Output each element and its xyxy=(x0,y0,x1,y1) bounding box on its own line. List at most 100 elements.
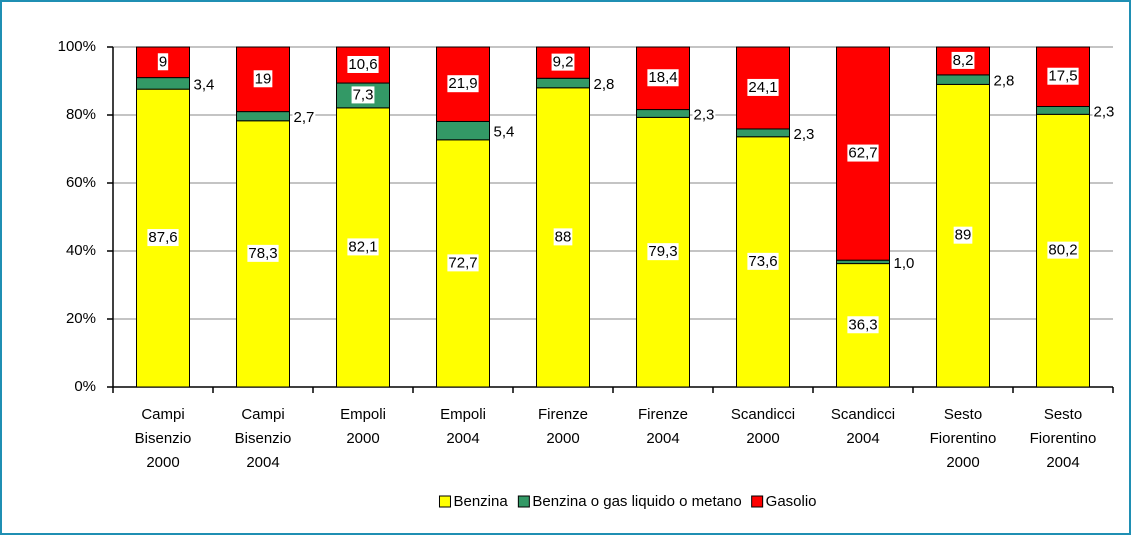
legend-label: Benzina o gas liquido o metano xyxy=(532,493,741,510)
y-tick-label: 60% xyxy=(66,174,96,191)
value-label: 5,4 xyxy=(494,124,515,141)
value-label-bg xyxy=(553,228,573,246)
legend-swatch xyxy=(751,495,764,508)
value-label: 17,5 xyxy=(1048,68,1077,85)
value-label-bg xyxy=(147,229,179,247)
value-label: 36,3 xyxy=(848,316,877,333)
x-tick-label: Scandicci xyxy=(731,406,795,423)
x-tick-label: Bisenzio xyxy=(235,430,292,447)
value-label-bg xyxy=(347,238,379,256)
value-label: 2,3 xyxy=(694,106,715,123)
value-label: 78,3 xyxy=(248,245,277,262)
x-tick-label: Firenze xyxy=(638,406,688,423)
value-label: 2,3 xyxy=(1094,103,1115,120)
value-label-bg xyxy=(953,226,973,244)
x-tick-label: Sesto xyxy=(944,406,982,423)
bar-segment xyxy=(136,77,190,90)
value-label-bg xyxy=(592,76,616,94)
value-label-bg xyxy=(292,109,316,127)
value-label: 89 xyxy=(955,227,972,244)
x-tick-label: 2000 xyxy=(746,430,779,447)
value-label: 88 xyxy=(555,228,572,245)
bar-segment xyxy=(736,128,790,138)
value-label-bg xyxy=(247,244,279,262)
value-label: 19 xyxy=(255,70,272,87)
value-label: 2,3 xyxy=(794,126,815,143)
value-label: 79,3 xyxy=(648,243,677,260)
bar-segment xyxy=(1036,106,1090,115)
value-label: 9 xyxy=(159,53,167,70)
bar-segment xyxy=(236,111,290,122)
value-label-bg xyxy=(347,55,379,73)
value-label: 7,3 xyxy=(353,86,374,103)
value-label: 3,4 xyxy=(194,76,215,93)
x-tick-label: Fiorentino xyxy=(1030,430,1097,447)
value-label: 87,6 xyxy=(148,229,177,246)
value-label: 2,8 xyxy=(594,76,615,93)
value-label-bg xyxy=(792,125,816,143)
x-tick-label: Scandicci xyxy=(831,406,895,423)
x-tick-label: Empoli xyxy=(340,406,386,423)
x-tick-label: Empoli xyxy=(440,406,486,423)
value-label: 62,7 xyxy=(848,145,877,162)
value-label: 73,6 xyxy=(748,253,777,270)
x-tick-label: 2004 xyxy=(646,430,679,447)
x-tick-label: 2004 xyxy=(246,454,279,471)
legend-label: Benzina xyxy=(453,493,508,510)
value-label: 82,1 xyxy=(348,238,377,255)
y-tick-label: 0% xyxy=(74,378,96,395)
value-label-bg xyxy=(1047,241,1079,259)
value-label-bg xyxy=(253,70,273,88)
value-label-bg xyxy=(692,106,716,124)
x-tick-label: Sesto xyxy=(1044,406,1082,423)
value-label-bg xyxy=(1092,103,1116,121)
y-tick-label: 80% xyxy=(66,106,96,123)
bar-segment xyxy=(836,259,890,265)
value-label: 2,7 xyxy=(294,109,315,126)
x-tick-label: 2004 xyxy=(846,430,879,447)
value-label: 1,0 xyxy=(894,255,915,272)
bar-segment xyxy=(436,120,490,141)
legend-swatch xyxy=(438,495,451,508)
value-label-bg xyxy=(951,51,975,69)
value-label: 9,2 xyxy=(553,54,574,71)
value-label-bg xyxy=(447,254,479,272)
value-label-bg xyxy=(1047,67,1079,85)
value-label-bg xyxy=(847,144,879,162)
x-tick-label: Campi xyxy=(241,406,284,423)
value-label-bg xyxy=(847,316,879,334)
value-label-bg xyxy=(447,75,479,93)
x-tick-label: 2000 xyxy=(346,430,379,447)
x-tick-label: Fiorentino xyxy=(930,430,997,447)
x-tick-label: 2004 xyxy=(1046,454,1079,471)
value-label: 18,4 xyxy=(648,69,677,86)
value-label-bg xyxy=(647,69,679,87)
value-label: 10,6 xyxy=(348,56,377,73)
bar-segment xyxy=(536,77,590,89)
value-label: 21,9 xyxy=(448,75,477,92)
x-tick-label: Firenze xyxy=(538,406,588,423)
value-label-bg xyxy=(892,254,916,272)
x-tick-label: 2000 xyxy=(146,454,179,471)
value-label: 2,8 xyxy=(994,73,1015,90)
value-label-bg xyxy=(192,76,216,94)
value-label-bg xyxy=(551,53,575,71)
bar-segment xyxy=(636,109,690,118)
legend-label: Gasolio xyxy=(766,493,817,510)
value-label: 8,2 xyxy=(953,52,974,69)
x-tick-label: 2000 xyxy=(946,454,979,471)
x-tick-label: Bisenzio xyxy=(135,430,192,447)
value-label-bg xyxy=(351,86,375,104)
value-label-bg xyxy=(747,252,779,270)
x-tick-label: Campi xyxy=(141,406,184,423)
value-label: 72,7 xyxy=(448,254,477,271)
value-label-bg xyxy=(647,243,679,261)
bar-segment xyxy=(936,74,990,85)
x-tick-label: 2004 xyxy=(446,430,479,447)
value-label: 80,2 xyxy=(1048,242,1077,259)
x-tick-label: 2000 xyxy=(546,430,579,447)
legend-swatch xyxy=(517,495,530,508)
value-label-bg xyxy=(747,78,779,96)
